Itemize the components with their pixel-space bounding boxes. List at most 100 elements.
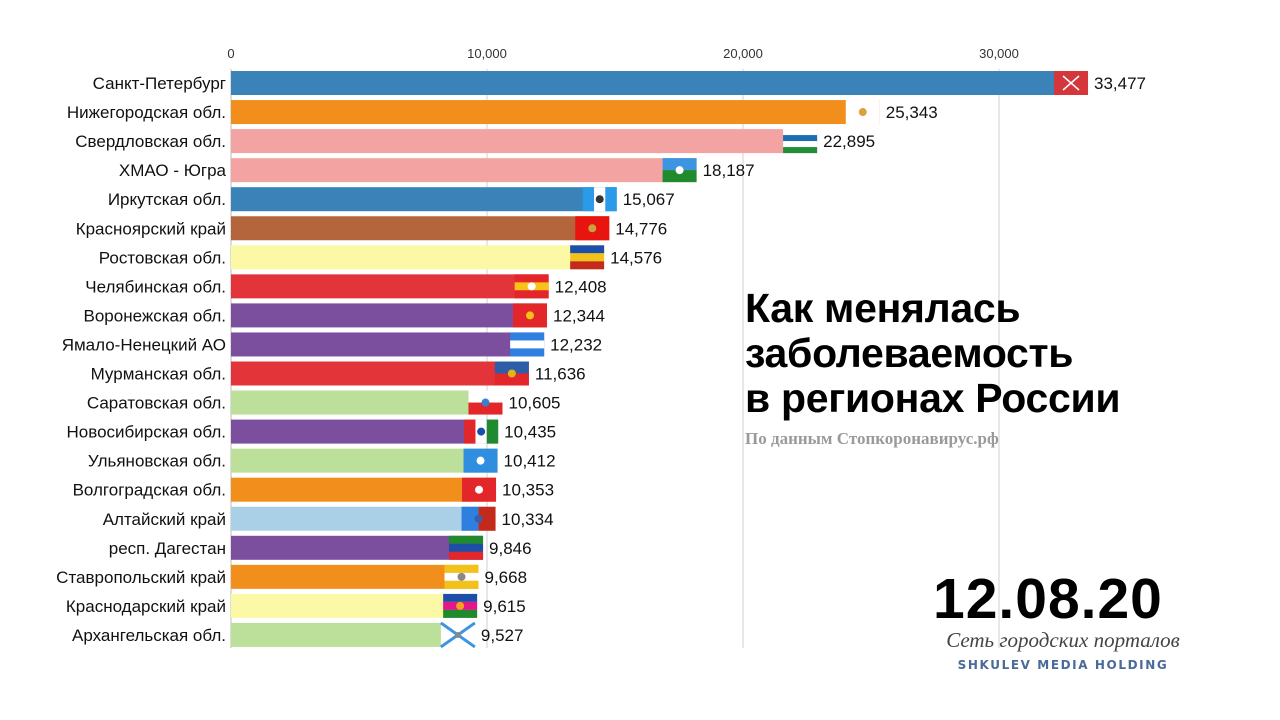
category-label: ХМАО - Югра bbox=[119, 161, 227, 180]
bar-row: Воронежская обл. 12,344 bbox=[84, 303, 605, 328]
bar bbox=[231, 303, 548, 328]
category-label: Ростовская обл. bbox=[99, 248, 226, 267]
bar-row: Мурманская обл. 11,636 bbox=[91, 361, 586, 386]
value-label: 10,412 bbox=[504, 452, 556, 471]
category-label: респ. Дагестан bbox=[109, 539, 226, 558]
category-label: Свердловская обл. bbox=[75, 132, 226, 151]
value-label: 10,353 bbox=[502, 481, 554, 500]
x-axis-ticks: 0 10,000 20,000 30,000 bbox=[227, 46, 1019, 61]
value-label: 11,636 bbox=[535, 365, 586, 384]
dagestan-flag-icon bbox=[449, 535, 484, 560]
value-label: 10,605 bbox=[508, 394, 560, 413]
category-label: Саратовская обл. bbox=[87, 394, 226, 413]
x-tick-label: 0 bbox=[227, 46, 234, 61]
sverdlovsk-flag-icon bbox=[783, 129, 818, 154]
value-label: 12,408 bbox=[555, 277, 607, 296]
chart-title: Как менялась заболеваемость в регионах Р… bbox=[745, 285, 1121, 421]
category-label: Нижегородская обл. bbox=[67, 103, 226, 122]
novosibirsk-flag-icon bbox=[464, 419, 499, 444]
value-label: 10,435 bbox=[504, 423, 556, 442]
date-label: 12.08.20 bbox=[933, 567, 1163, 631]
bar-row: Ямало-Ненецкий АО 12,232 bbox=[62, 332, 602, 357]
bar-row: Иркутская обл. 15,067 bbox=[108, 187, 675, 212]
bar-row: Красноярский край 14,776 bbox=[76, 216, 667, 241]
yamalo-nenets-flag-icon bbox=[510, 332, 545, 357]
saint-petersburg-flag-icon bbox=[1054, 71, 1089, 95]
bar bbox=[231, 100, 880, 125]
category-label: Ставропольский край bbox=[56, 568, 226, 587]
category-label: Красноярский край bbox=[76, 219, 226, 238]
bars: Санкт-Петербург 33,477 Нижегородская обл. 2… bbox=[56, 71, 1146, 649]
bar bbox=[231, 535, 484, 560]
bar bbox=[231, 390, 503, 415]
bar-row: Нижегородская обл. 25,343 bbox=[67, 100, 938, 125]
brand-tagline: Сеть городских порталов bbox=[946, 628, 1180, 652]
category-label: Санкт-Петербург bbox=[93, 74, 226, 93]
khmao-flag-icon bbox=[662, 158, 697, 183]
category-label: Мурманская обл. bbox=[91, 365, 226, 384]
stavropol-flag-icon bbox=[444, 564, 479, 589]
category-label: Новосибирская обл. bbox=[67, 423, 226, 442]
bar-row: Челябинская обл. 12,408 bbox=[85, 274, 607, 299]
value-label: 12,232 bbox=[550, 335, 602, 354]
bar-row: Краснодарский край 9,615 bbox=[66, 593, 526, 618]
bar bbox=[231, 622, 475, 647]
bar-row: Ростовская обл. 14,576 bbox=[99, 245, 662, 270]
murmansk-flag-icon bbox=[494, 361, 529, 386]
bar bbox=[231, 419, 499, 444]
bar bbox=[231, 129, 818, 154]
value-label: 9,668 bbox=[485, 568, 528, 587]
category-label: Краснодарский край bbox=[66, 597, 226, 616]
x-tick-label: 20,000 bbox=[723, 46, 763, 61]
value-label: 14,776 bbox=[615, 219, 667, 238]
category-label: Волгоградская обл. bbox=[73, 481, 226, 500]
irkutsk-flag-icon bbox=[582, 187, 617, 212]
title-block: Как менялась заболеваемость в регионах Р… bbox=[745, 286, 1265, 449]
value-label: 18,187 bbox=[703, 161, 755, 180]
category-label: Воронежская обл. bbox=[84, 306, 227, 325]
rostov-flag-icon bbox=[570, 245, 605, 270]
value-label: 25,343 bbox=[886, 103, 938, 122]
bar-row: Санкт-Петербург 33,477 bbox=[93, 71, 1146, 95]
value-label: 9,527 bbox=[481, 626, 524, 645]
x-tick-label: 10,000 bbox=[467, 46, 507, 61]
bar bbox=[231, 332, 545, 357]
category-label: Ульяновская обл. bbox=[88, 452, 226, 471]
bar-row: Новосибирская обл. 10,435 bbox=[67, 419, 556, 444]
bar-row: Ульяновская обл. 10,412 bbox=[88, 448, 556, 473]
bar bbox=[231, 593, 478, 618]
saratov-flag-icon bbox=[468, 390, 503, 415]
value-label: 33,477 bbox=[1094, 74, 1146, 93]
bar bbox=[231, 158, 697, 183]
ulyanovsk-flag-icon bbox=[463, 448, 498, 473]
category-label: Иркутская обл. bbox=[108, 190, 226, 209]
brand-name: SHKULEV MEDIA HOLDING bbox=[957, 658, 1169, 672]
chart-subtitle: По данным Стопкоронавирус.рф bbox=[745, 429, 999, 448]
bar-row: Свердловская обл. 22,895 bbox=[75, 129, 875, 154]
category-label: Архангельская обл. bbox=[72, 626, 226, 645]
bar-row: ХМАО - Югра 18,187 bbox=[119, 158, 755, 183]
bar-row: Саратовская обл. 10,605 bbox=[87, 390, 560, 415]
value-label: 9,846 bbox=[489, 539, 532, 558]
altai-krai-flag-icon bbox=[461, 506, 496, 531]
bar bbox=[231, 361, 529, 386]
value-label: 9,615 bbox=[483, 597, 526, 616]
value-label: 10,334 bbox=[502, 510, 554, 529]
value-label: 12,344 bbox=[553, 306, 605, 325]
bar-row: Архангельская обл. 9,527 bbox=[72, 621, 524, 649]
bar bbox=[231, 187, 617, 212]
voronezh-flag-icon bbox=[513, 303, 548, 328]
bar bbox=[231, 564, 479, 589]
category-label: Алтайский край bbox=[103, 510, 226, 529]
bar-row: Ставропольский край 9,668 bbox=[56, 564, 528, 589]
bar bbox=[231, 448, 498, 473]
krasnodar-flag-icon bbox=[443, 593, 478, 618]
value-label: 15,067 bbox=[623, 190, 675, 209]
volgograd-flag-icon bbox=[462, 477, 497, 502]
bar-row: Волгоградская обл. 10,353 bbox=[73, 477, 554, 502]
category-label: Челябинская обл. bbox=[85, 277, 226, 296]
arkhangelsk-flag-icon bbox=[440, 621, 476, 649]
value-label: 14,576 bbox=[610, 248, 662, 267]
bar-row: респ. Дагестан 9,846 bbox=[109, 535, 532, 560]
